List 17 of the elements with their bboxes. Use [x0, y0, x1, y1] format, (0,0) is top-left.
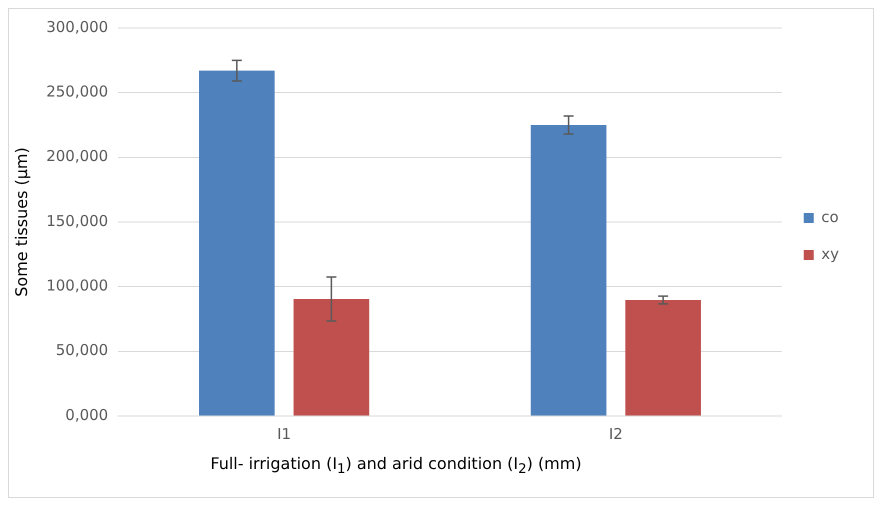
y-tick-label: 300,000 — [46, 18, 108, 36]
x-axis-title: Full- irrigation (I$_{1}$) and arid condition (I$_{2}$) (mm) — [209, 454, 583, 478]
x-tick-label: I2 — [608, 424, 623, 443]
bar — [294, 298, 370, 416]
y-tick-label: 200,000 — [46, 147, 108, 166]
legend-label: xy — [821, 244, 840, 263]
bar — [530, 125, 606, 416]
y-tick-label: 50,000 — [56, 341, 108, 360]
y-axis-title: Some tissues (μm) — [12, 147, 31, 297]
x-tick-label: I1 — [277, 424, 292, 443]
y-tick-label: 250,000 — [46, 82, 108, 101]
bar — [199, 70, 275, 416]
y-tick-label: 100,000 — [46, 276, 108, 295]
legend-label: co — [821, 208, 839, 226]
y-tick-label: 0,000 — [65, 406, 108, 424]
bar — [625, 300, 701, 416]
y-tick-label: 150,000 — [46, 212, 108, 230]
